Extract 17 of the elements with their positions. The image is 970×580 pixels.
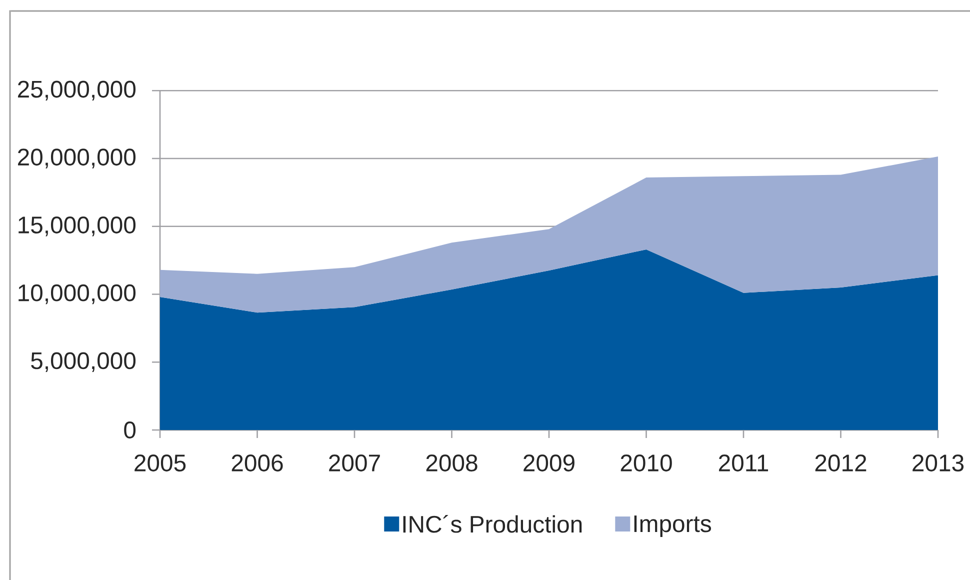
x-tick-label: 2012 <box>815 454 866 472</box>
x-tick-label: 2010 <box>620 454 672 472</box>
x-tick-label: 2009 <box>524 454 574 472</box>
legend-label: INC´s Production <box>403 514 582 533</box>
y-tick-label: 5,000,000 <box>31 352 136 372</box>
y-tick-label: 0 <box>124 422 136 438</box>
legend-label: Imports <box>634 516 712 537</box>
x-tick-label: 2007 <box>329 454 380 472</box>
y-tick-label: 15,000,000 <box>18 216 136 236</box>
y-tick-label: 25,000,000 <box>18 80 136 101</box>
x-tick-label: 2013 <box>912 454 964 472</box>
y-tick-label: 20,000,000 <box>18 148 136 168</box>
x-tick-label: 2005 <box>134 454 186 472</box>
x-tick-label: 2011 <box>718 454 768 472</box>
x-tick-label: 2008 <box>426 454 478 472</box>
y-tick-label: 10,000,000 <box>18 284 136 304</box>
x-tick-label: 2006 <box>232 454 283 472</box>
